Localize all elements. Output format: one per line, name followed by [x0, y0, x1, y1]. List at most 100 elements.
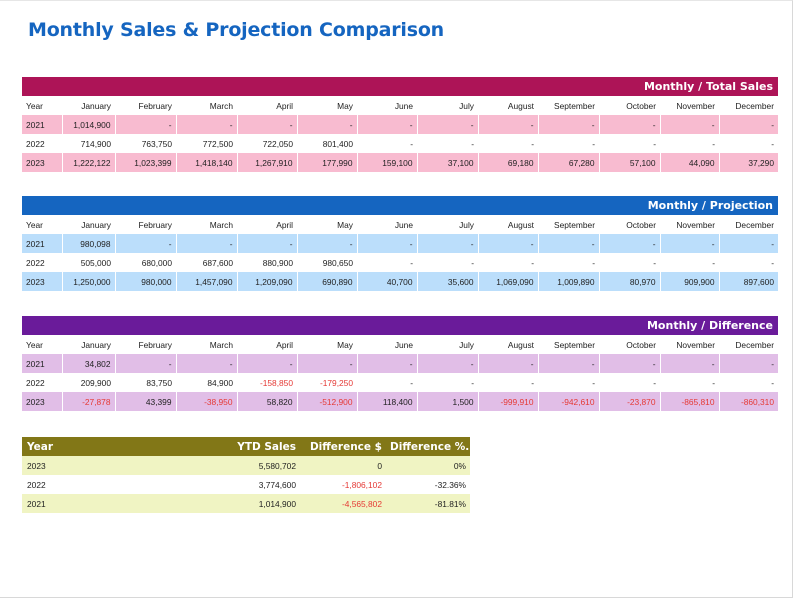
value-cell: - [471, 257, 474, 268]
section-header-band: Monthly / Total Sales [22, 77, 778, 96]
ytd-row: 2023 5,580,702 0 0% [22, 456, 470, 475]
value-cell: 69,180 [477, 153, 538, 172]
value-cell: 40,700 [356, 272, 417, 291]
monthly-table: Year January February March April May June July… [22, 335, 778, 411]
value-cell: - [659, 234, 719, 253]
ytd-difference: 0 [300, 456, 386, 475]
value-cell: 722,050 [262, 138, 293, 149]
row-year: 2023 [22, 392, 62, 411]
ytd-difference: -1,806,102 [341, 479, 382, 490]
value-cell: - [718, 234, 778, 253]
value-cell: - [531, 257, 534, 268]
column-header-month: June [394, 339, 413, 350]
column-header-month: July [459, 219, 474, 230]
value-cell: 83,750 [146, 377, 172, 388]
row-year: 2021 [22, 354, 62, 373]
value-cell: - [416, 234, 478, 253]
value-cell: 58,820 [236, 392, 297, 411]
value-cell: 1,250,000 [61, 272, 115, 291]
column-header-year: Year [26, 339, 43, 350]
column-header-month: November [676, 219, 715, 230]
section-header-band: Monthly / Projection [22, 196, 778, 215]
value-cell: - [114, 115, 176, 134]
column-header-month: October [626, 219, 656, 230]
value-cell: - [471, 138, 474, 149]
value-cell: - [718, 115, 778, 134]
table-header-row: Year January February March April May June July… [22, 96, 778, 115]
value-cell: 1,014,900 [61, 115, 115, 134]
table-row: 2021 980,098- - - - - - - - - - - [22, 234, 778, 253]
column-header-month: December [735, 100, 774, 111]
value-cell: - [175, 234, 237, 253]
value-cell: - [356, 115, 417, 134]
value-cell: - [175, 354, 237, 373]
value-cell: 35,600 [416, 272, 478, 291]
value-cell: - [659, 115, 719, 134]
value-cell: - [712, 138, 715, 149]
column-header-month: November [676, 100, 715, 111]
value-cell: 1,023,399 [114, 153, 176, 172]
row-year: 2023 [22, 272, 62, 291]
ytd-year: 2021 [22, 494, 142, 513]
value-cell: - [531, 377, 534, 388]
column-header-month: May [337, 100, 353, 111]
value-cell: 801,400 [322, 138, 353, 149]
value-cell: 159,100 [356, 153, 417, 172]
column-header-month: October [626, 100, 656, 111]
value-cell: - [653, 257, 656, 268]
ytd-row: 2021 1,014,900 -4,565,802 -81.81% [22, 494, 470, 513]
value-cell: - [598, 234, 660, 253]
table-row: 2021 34,802- - - - - - - - - - - [22, 354, 778, 373]
value-cell: - [537, 234, 599, 253]
monthly-table: Year January February March April May June July… [22, 96, 778, 172]
value-cell: 37,290 [718, 153, 778, 172]
column-header-month: August [507, 339, 534, 350]
ytd-row: 2022 3,774,600 -1,806,102 -32.36% [22, 475, 470, 494]
value-cell: - [598, 115, 660, 134]
column-header-month: August [507, 100, 534, 111]
value-cell: - [236, 234, 297, 253]
column-header-month: September [554, 219, 595, 230]
column-header-month: September [554, 100, 595, 111]
value-cell: 57,100 [598, 153, 660, 172]
value-cell: 1,069,090 [477, 272, 538, 291]
value-cell: - [296, 115, 357, 134]
value-cell: 80,970 [598, 272, 660, 291]
value-cell: -865,810 [659, 392, 719, 411]
table-header-row: Year January February March April May June July… [22, 335, 778, 354]
value-cell: -512,900 [296, 392, 357, 411]
ytd-header-year: Year [22, 437, 142, 456]
value-cell: - [416, 115, 478, 134]
ytd-sales: 1,014,900 [142, 494, 300, 513]
value-cell: -23,870 [598, 392, 660, 411]
value-cell: - [477, 234, 538, 253]
value-cell: - [771, 257, 774, 268]
value-cell: 177,990 [296, 153, 357, 172]
value-cell: -860,310 [718, 392, 778, 411]
value-cell: 772,500 [202, 138, 233, 149]
column-header-month: June [394, 219, 413, 230]
value-cell: - [537, 115, 599, 134]
ytd-difference: -4,565,802 [300, 494, 386, 513]
column-header-month: March [209, 339, 233, 350]
column-header-month: December [735, 339, 774, 350]
column-header-month: July [459, 339, 474, 350]
value-cell: - [477, 115, 538, 134]
value-cell: - [296, 354, 357, 373]
column-header-month: November [676, 339, 715, 350]
ytd-year: 2022 [27, 479, 46, 490]
value-cell: 37,100 [416, 153, 478, 172]
value-cell: - [653, 138, 656, 149]
value-cell: - [592, 138, 595, 149]
value-cell: 67,280 [537, 153, 599, 172]
value-cell: - [477, 354, 538, 373]
value-cell: - [771, 138, 774, 149]
column-header-month: February [138, 339, 172, 350]
column-header-year: Year [26, 219, 43, 230]
table-row: 2021 1,014,900- - - - - - - - - - - [22, 115, 778, 134]
value-cell: - [592, 257, 595, 268]
ytd-header-sales: YTD Sales [142, 437, 300, 456]
value-cell: 980,098 [61, 234, 115, 253]
value-cell: - [653, 377, 656, 388]
value-cell: 44,090 [659, 153, 719, 172]
